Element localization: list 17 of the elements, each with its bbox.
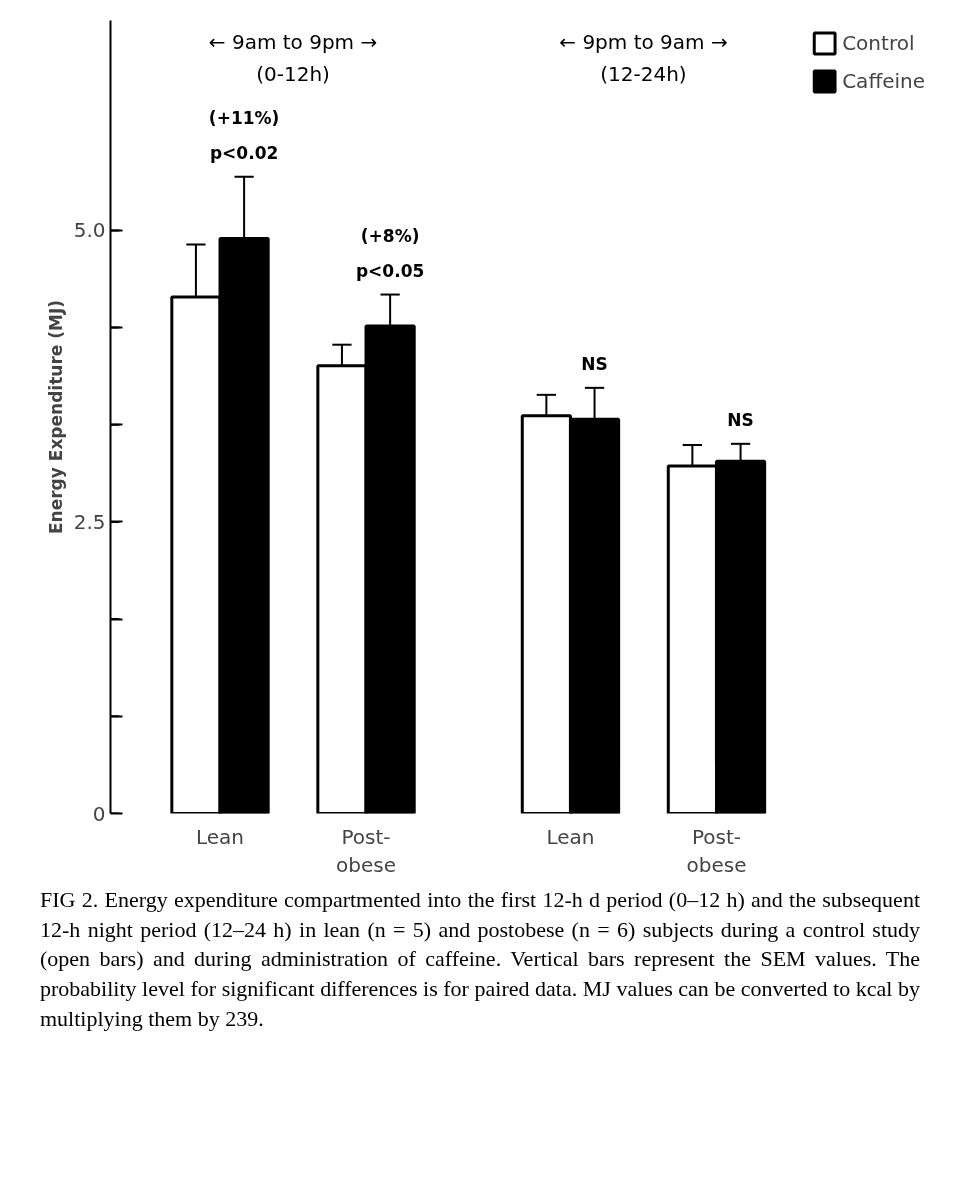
y-tick-label: 5.0	[73, 218, 106, 243]
legend-label: Caffeine	[842, 69, 925, 93]
y-tick-label: 0	[92, 801, 106, 826]
annotation: (+11%) p<0.02	[208, 107, 280, 163]
x-tick-label: Lean	[546, 824, 595, 849]
x-tick-label: Post-obese	[336, 824, 397, 878]
annotation: ← 9am to 9pm → (0-12h)	[208, 29, 378, 87]
annotation: NS	[581, 353, 608, 374]
caption: FIG 2. Energy expenditure compartmented into the first 12-h d period (0–12 h) and the subsequent 12-h night period (12–24 h) in lean (n = 5) and postobese (n = 6) subjects during a control study (open bars) and during administration of caffeine. Vertical bars represent the SEM values. The probability level for significant differences is for paired data. MJ values can be converted to kcal by multiplying them by 239.	[40, 886, 920, 1033]
x-tick-label: Lean	[196, 824, 245, 849]
y-tick-label: 2.5	[73, 509, 106, 534]
annotation: NS	[727, 409, 754, 430]
y-axis-title: Energy Expenditure (MJ)	[45, 299, 66, 535]
legend-label: Control	[842, 31, 915, 55]
x-tick-label: Post-obese	[686, 824, 747, 878]
annotation: ← 9pm to 9am → (12-24h)	[559, 29, 728, 87]
annotation: (+8%) p<0.05	[355, 225, 425, 281]
